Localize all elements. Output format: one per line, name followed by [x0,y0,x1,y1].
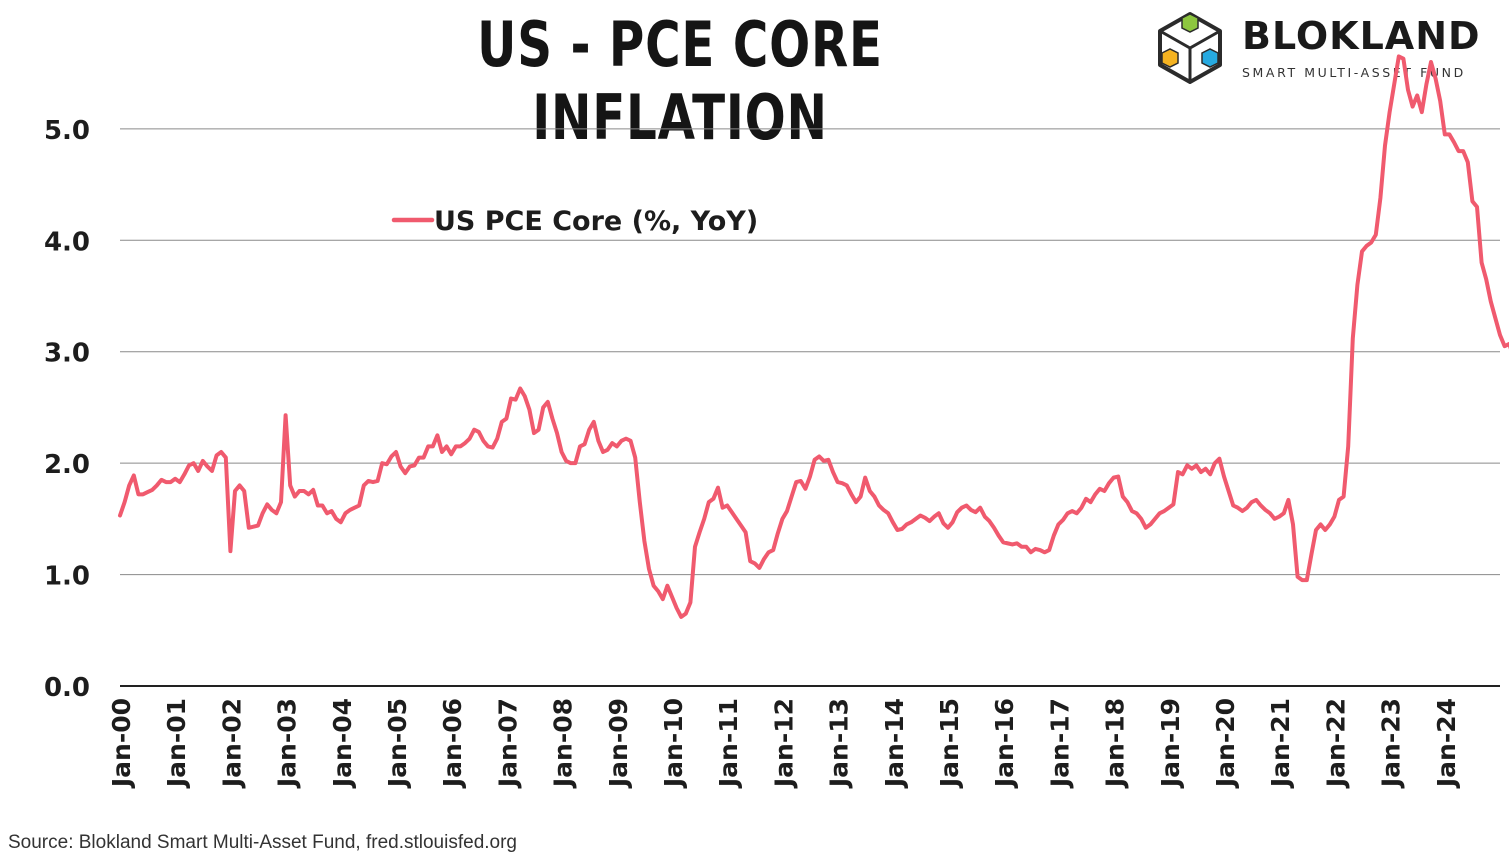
x-tick-label: Jan-13 [825,698,854,789]
x-tick-label: Jan-17 [1045,698,1074,789]
x-tick-label: Jan-01 [162,698,191,789]
series-line-us-pce-core [118,54,1509,619]
x-tick-label: Jan-00 [107,698,136,789]
x-tick-label: Jan-02 [217,698,246,789]
legend-label: US PCE Core (%, YoY) [434,206,758,237]
x-tick-label: Jan-16 [990,698,1019,789]
y-tick-label: 5.0 [44,116,90,146]
logo-cube-1 [1181,13,1199,33]
x-tick-label: Jan-15 [935,698,964,789]
y-tick-label: 3.0 [44,339,90,369]
x-tick-label: Jan-05 [383,698,412,789]
y-axis-ticks: 0.0 1.0 2.0 3.0 4.0 5.0 [44,116,90,703]
y-tick-label: 0.0 [44,673,90,703]
logo-cube-2 [1161,48,1179,68]
source-note: Source: Blokland Smart Multi-Asset Fund,… [8,832,518,853]
x-tick-label: Jan-20 [1211,698,1240,789]
x-axis-ticks: Jan-00 Jan-01 Jan-02 Jan-03 Jan-04 Jan-05 Jan-… [107,698,1461,789]
x-tick-label: Jan-03 [273,698,302,789]
x-tick-label: Jan-14 [880,698,909,789]
x-tick-label: Jan-11 [714,698,743,789]
y-tick-label: 2.0 [44,450,90,480]
x-tick-label: Jan-21 [1266,698,1295,789]
x-tick-label: Jan-23 [1377,698,1406,789]
x-tick-label: Jan-10 [659,698,688,789]
cube-logo-icon [1158,12,1222,84]
x-tick-label: Jan-12 [769,698,798,789]
x-tick-label: Jan-08 [549,698,578,789]
y-tick-label: 4.0 [44,227,90,257]
gridlines [120,128,1500,576]
x-tick-label: Jan-09 [604,698,633,789]
logo-cube-3 [1201,48,1219,68]
line-chart: 0.01.02.03.04.05.0 Jan-00 Jan-01 Jan-02 Jan… [44,54,1509,789]
x-tick-label: Jan-18 [1101,698,1130,789]
brand-name: BLOKLAND [1242,14,1481,58]
x-tick-label: Jan-04 [328,698,357,789]
x-tick-label: Jan-07 [493,698,522,789]
chart-title: US - PCE CORE INFLATION [477,8,883,154]
x-tick-label: Jan-19 [1156,698,1185,789]
x-tick-label: Jan-24 [1432,698,1461,789]
legend: US PCE Core (%, YoY) [391,206,758,237]
x-tick-label: Jan-22 [1321,698,1350,789]
x-tick-label: Jan-06 [438,698,467,789]
y-tick-label: 1.0 [44,562,90,592]
